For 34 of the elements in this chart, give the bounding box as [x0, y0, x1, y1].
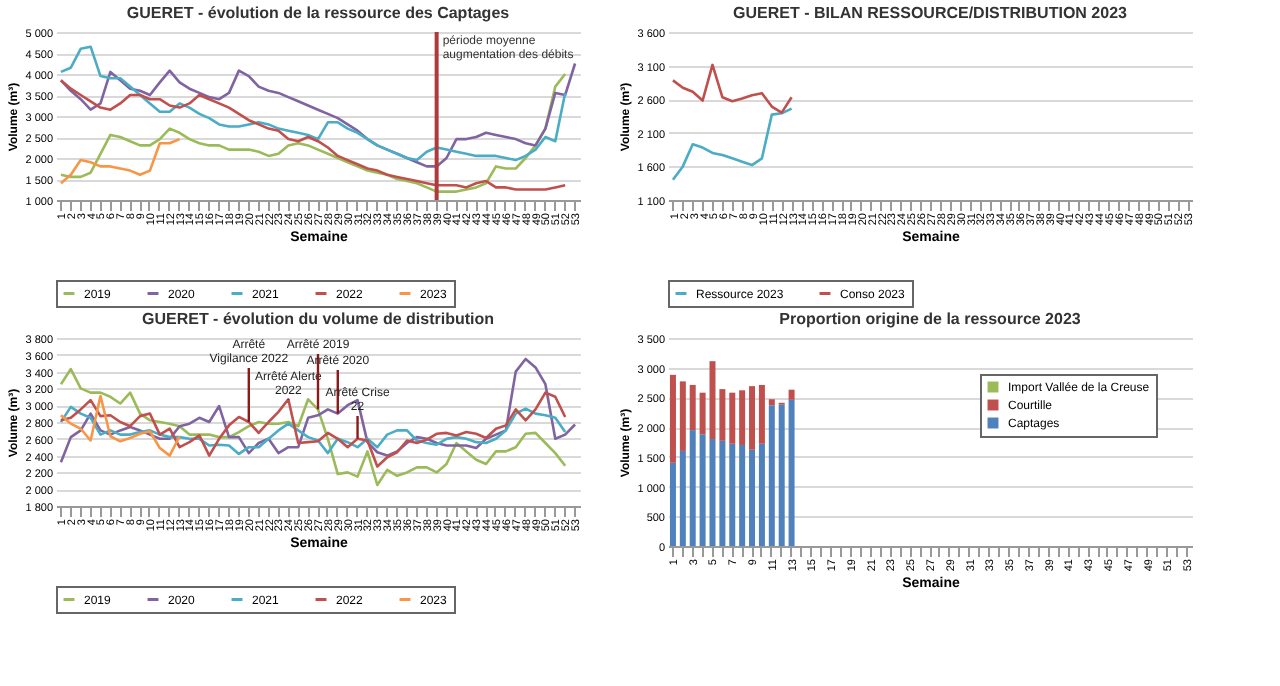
bar: [739, 444, 746, 546]
bar: [778, 404, 785, 546]
line-series: [671, 63, 793, 114]
bar: [719, 389, 726, 441]
chart-title: GUERET - évolution du volume de distribution: [142, 310, 495, 328]
bar: [749, 386, 756, 450]
bar: [669, 374, 676, 463]
bar: [758, 443, 765, 546]
bar: [749, 449, 756, 546]
bar: [729, 392, 736, 444]
bar: [679, 381, 686, 451]
line-series: [59, 394, 181, 457]
bar: [788, 399, 795, 546]
bar: [729, 443, 736, 546]
bar: [689, 384, 696, 431]
line-series: [59, 137, 181, 185]
chart-title: Proportion origine de la ressource 2023: [779, 310, 1082, 328]
line-series: [59, 367, 567, 487]
bar: [669, 462, 676, 546]
bar: [768, 405, 775, 546]
bar: [758, 384, 765, 444]
bar: [768, 399, 775, 406]
chart-title: GUERET - évolution de la ressource des Captages: [126, 4, 511, 22]
bar: [739, 390, 746, 445]
bar: [788, 389, 795, 400]
chart-title: GUERET - BILAN RESSOURCE/DISTRIBUTION 2023: [733, 4, 1129, 22]
bar: [689, 430, 696, 546]
line-series: [59, 62, 577, 168]
bar: [719, 440, 726, 546]
line-series: [671, 107, 793, 182]
bar: [679, 450, 686, 546]
line-series: [59, 405, 567, 456]
line-series: [59, 391, 567, 468]
line-series: [59, 357, 577, 464]
